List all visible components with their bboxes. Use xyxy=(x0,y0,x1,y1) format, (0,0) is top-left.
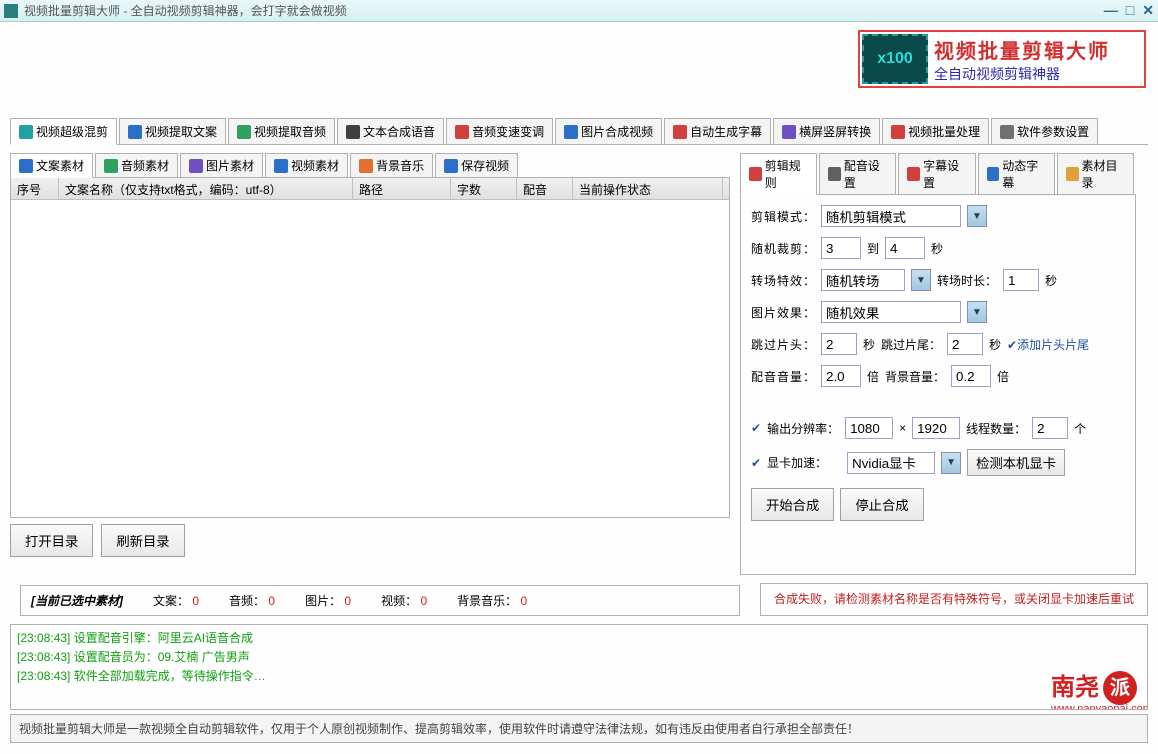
main-tab-5[interactable]: 图片合成视频 xyxy=(555,118,662,144)
status-label: [当前已选中素材] xyxy=(31,592,123,609)
gpu-select[interactable] xyxy=(847,452,935,474)
right-subtab-3[interactable]: 动态字幕 xyxy=(978,153,1055,194)
voicevol-input[interactable] xyxy=(821,365,861,387)
editmode-label: 剪辑模式： xyxy=(751,208,815,225)
col-header: 字数 xyxy=(451,178,517,199)
log-line: [23:08:43] 软件全部加载完成，等待操作指令… xyxy=(17,667,1141,686)
main-tab-9[interactable]: 软件参数设置 xyxy=(991,118,1098,144)
editmode-dropdown-icon[interactable]: ▼ xyxy=(967,205,987,227)
main-tab-6[interactable]: 自动生成字幕 xyxy=(664,118,771,144)
skiptail-label: 跳过片尾： xyxy=(881,336,941,353)
outres-w-input[interactable] xyxy=(845,417,893,439)
col-header: 序号 xyxy=(11,178,59,199)
log-line: [23:08:43] 设置配音员为：09.艾楠 广告男声 xyxy=(17,648,1141,667)
randcrop-label: 随机裁剪： xyxy=(751,240,815,257)
left-subtab-4[interactable]: 背景音乐 xyxy=(350,153,433,177)
stop-compose-button[interactable]: 停止合成 xyxy=(840,488,923,521)
left-subtab-0[interactable]: 文案素材 xyxy=(10,153,93,178)
editmode-select[interactable] xyxy=(821,205,961,227)
skiphead-label: 跳过片头： xyxy=(751,336,815,353)
log-line: [23:08:43] 设置配音引擎：阿里云AI语音合成 xyxy=(17,629,1141,648)
close-icon[interactable]: ✕ xyxy=(1142,2,1154,19)
main-tab-3[interactable]: 文本合成语音 xyxy=(337,118,444,144)
status-item: 图片： 0 xyxy=(305,594,351,608)
detect-gpu-button[interactable]: 检测本机显卡 xyxy=(967,449,1065,476)
left-subtab-2[interactable]: 图片素材 xyxy=(180,153,263,177)
app-icon xyxy=(4,4,18,18)
status-item: 音频： 0 xyxy=(229,594,275,608)
left-subtab-5[interactable]: 保存视频 xyxy=(435,153,518,177)
main-tab-2[interactable]: 视频提取音频 xyxy=(228,118,335,144)
status-item: 背景音乐： 0 xyxy=(457,594,527,608)
window-controls: — □ ✕ xyxy=(1104,2,1154,19)
transition-dropdown-icon[interactable]: ▼ xyxy=(911,269,931,291)
skiphead-input[interactable] xyxy=(821,333,857,355)
main-tab-4[interactable]: 音频变速变调 xyxy=(446,118,553,144)
addheadtail-checkbox[interactable]: ✔添加片头片尾 xyxy=(1007,336,1089,353)
promo-banner: x100 视频批量剪辑大师 全自动视频剪辑神器 xyxy=(858,30,1146,88)
col-header: 文案名称（仅支持txt格式，编码：utf-8） xyxy=(59,178,353,199)
right-subtab-1[interactable]: 配音设置 xyxy=(819,153,896,194)
col-header: 当前操作状态 xyxy=(573,178,723,199)
col-header: 配音 xyxy=(517,178,573,199)
skiptail-input[interactable] xyxy=(947,333,983,355)
outres-checkbox[interactable]: ✔ xyxy=(751,421,761,435)
status-item: 文案： 0 xyxy=(153,594,199,608)
error-message: 合成失败，请检测素材名称是否有特殊符号，或关闭显卡加速后重试 xyxy=(760,583,1148,616)
main-tab-0[interactable]: 视频超级混剪 xyxy=(10,118,117,145)
randcrop-to-input[interactable] xyxy=(885,237,925,259)
footer-disclaimer: 视频批量剪辑大师是一款视频全自动剪辑软件，仅用于个人原创视频制作、提高剪辑效率，… xyxy=(10,714,1148,743)
titlebar: 视频批量剪辑大师 - 全自动视频剪辑神器，会打字就会做视频 — □ ✕ xyxy=(0,0,1158,22)
gpu-label: 显卡加速： xyxy=(767,454,827,471)
log-panel: [23:08:43] 设置配音引擎：阿里云AI语音合成[23:08:43] 设置… xyxy=(10,624,1148,710)
main-tabstrip: 视频超级混剪视频提取文案视频提取音频文本合成语音音频变速变调图片合成视频自动生成… xyxy=(0,118,1158,145)
main-tab-8[interactable]: 视频批量处理 xyxy=(882,118,989,144)
start-compose-button[interactable]: 开始合成 xyxy=(751,488,834,521)
left-pane: 文案素材音频素材图片素材视频素材背景音乐保存视频 序号文案名称（仅支持txt格式… xyxy=(10,153,730,575)
open-dir-button[interactable]: 打开目录 xyxy=(10,524,93,557)
banner-title: 视频批量剪辑大师 xyxy=(934,35,1110,64)
col-header: 路径 xyxy=(353,178,451,199)
outres-h-input[interactable] xyxy=(912,417,960,439)
to-label: 到 xyxy=(867,240,879,257)
maximize-icon[interactable]: □ xyxy=(1126,2,1134,19)
voicevol-label: 配音音量： xyxy=(751,368,815,385)
status-item: 视频： 0 xyxy=(381,594,427,608)
watermark: 南尧 派 www.nanyaopai.com xyxy=(1051,669,1137,707)
gpu-dropdown-icon[interactable]: ▼ xyxy=(941,452,961,474)
app-title: 视频批量剪辑大师 - 全自动视频剪辑神器，会打字就会做视频 xyxy=(24,2,347,19)
bgvol-label: 背景音量： xyxy=(885,368,945,385)
sec-label: 秒 xyxy=(931,240,943,257)
selection-status: [当前已选中素材] 文案： 0 音频： 0 图片： 0 视频： 0 背景音乐： 0 xyxy=(20,585,740,616)
outres-label: 输出分辨率： xyxy=(767,420,839,437)
sec-label2: 秒 xyxy=(1045,272,1057,289)
left-subtab-3[interactable]: 视频素材 xyxy=(265,153,348,177)
refresh-dir-button[interactable]: 刷新目录 xyxy=(101,524,184,557)
imgfx-label: 图片效果： xyxy=(751,304,815,321)
imgfx-dropdown-icon[interactable]: ▼ xyxy=(967,301,987,323)
banner-subtitle: 全自动视频剪辑神器 xyxy=(934,64,1110,84)
edit-rules-panel: 剪辑模式： ▼ 随机裁剪： 到 秒 转场特效： ▼ 转场时长： 秒 图片效果： xyxy=(740,195,1136,575)
main-tab-7[interactable]: 横屏竖屏转换 xyxy=(773,118,880,144)
right-subtab-4[interactable]: 素材目录 xyxy=(1057,153,1134,194)
right-pane: 剪辑规则配音设置字幕设置动态字幕素材目录 剪辑模式： ▼ 随机裁剪： 到 秒 转… xyxy=(740,153,1136,575)
right-subtab-0[interactable]: 剪辑规则 xyxy=(740,153,817,195)
threads-input[interactable] xyxy=(1032,417,1068,439)
x100-badge: x100 xyxy=(862,34,928,84)
imgfx-select[interactable] xyxy=(821,301,961,323)
material-table: 序号文案名称（仅支持txt格式，编码：utf-8）路径字数配音当前操作状态 xyxy=(10,178,730,518)
randcrop-from-input[interactable] xyxy=(821,237,861,259)
transdur-input[interactable] xyxy=(1003,269,1039,291)
right-subtab-2[interactable]: 字幕设置 xyxy=(898,153,975,194)
bgvol-input[interactable] xyxy=(951,365,991,387)
threads-label: 线程数量： xyxy=(966,420,1026,437)
gpu-checkbox[interactable]: ✔ xyxy=(751,456,761,470)
minimize-icon[interactable]: — xyxy=(1104,2,1118,19)
transdur-label: 转场时长： xyxy=(937,272,997,289)
main-tab-1[interactable]: 视频提取文案 xyxy=(119,118,226,144)
transition-select[interactable] xyxy=(821,269,905,291)
transition-label: 转场特效： xyxy=(751,272,815,289)
left-subtab-1[interactable]: 音频素材 xyxy=(95,153,178,177)
